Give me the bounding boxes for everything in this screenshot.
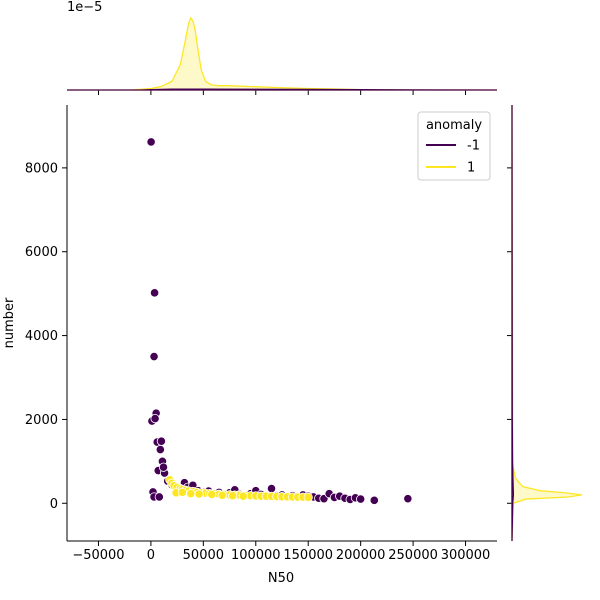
x-tick-label: 300000 — [441, 548, 491, 563]
data-point — [356, 494, 366, 504]
series-anomaly-neg1 — [146, 137, 413, 505]
x-tick-label: 200000 — [336, 548, 386, 563]
right-marginal-plot — [507, 104, 583, 542]
data-point — [158, 462, 169, 472]
x-tick-label: −50000 — [72, 548, 124, 563]
top-marginal-plot: 1e−5 — [67, 0, 498, 95]
legend: anomaly -1 1 — [417, 111, 491, 181]
y-tick-label: 2000 — [25, 413, 58, 428]
x-axis-label: N50 — [268, 571, 294, 586]
data-point — [155, 445, 165, 455]
x-tick-label: 150000 — [283, 548, 333, 563]
right-marginal-density-anomaly-neg1 — [511, 104, 515, 542]
x-tick-label: 100000 — [231, 548, 281, 563]
y-tick-label: 4000 — [25, 329, 58, 344]
x-tick-label: 50000 — [183, 548, 224, 563]
data-point — [266, 483, 277, 494]
data-point — [194, 489, 204, 499]
y-tick-label: 8000 — [25, 161, 58, 176]
y-tick-label: 0 — [50, 497, 58, 512]
data-point — [207, 489, 217, 500]
data-point — [303, 492, 313, 502]
x-tick-label: 250000 — [388, 548, 438, 563]
series-anomaly-1 — [165, 475, 313, 502]
data-point — [149, 351, 159, 362]
top-marginal-density-anomaly-neg1 — [67, 88, 498, 91]
data-point — [154, 492, 164, 502]
data-point — [156, 436, 166, 446]
data-point — [150, 413, 160, 424]
legend-entry-label: -1 — [467, 139, 480, 154]
y-axis-label: number — [2, 297, 17, 348]
x-tick-label: 0 — [147, 548, 155, 563]
y-tick-label: 6000 — [25, 245, 58, 260]
top-marginal-offset-label: 1e−5 — [67, 0, 102, 15]
data-point — [177, 487, 187, 497]
data-point — [146, 137, 156, 147]
legend-title: anomaly — [426, 118, 482, 133]
data-point — [369, 495, 379, 505]
data-point — [217, 490, 227, 500]
data-point — [149, 288, 160, 298]
legend-entry-label: 1 — [467, 161, 475, 176]
data-point — [403, 494, 413, 504]
main-scatter-plot: −50000 0 50000 100000 150000 200000 250000 3000… — [2, 105, 497, 586]
top-marginal-density-anomaly-1 — [67, 16, 497, 91]
data-point — [238, 491, 248, 501]
data-point — [228, 491, 238, 501]
right-marginal-density-anomaly-1 — [511, 104, 583, 542]
data-point — [186, 489, 196, 499]
